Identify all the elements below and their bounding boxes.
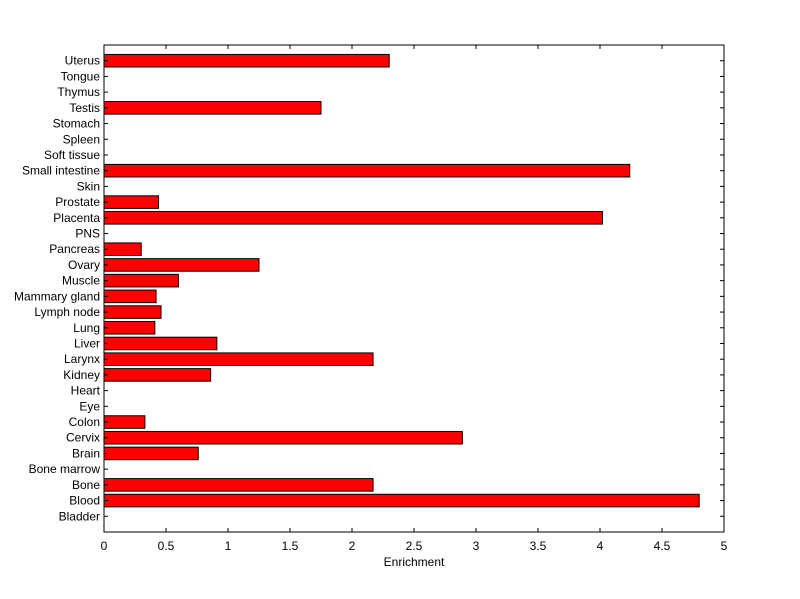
plot-area-frame [103, 44, 725, 533]
x-tick-label: 0.5 [158, 539, 175, 553]
y-tick-label: Blood [69, 494, 100, 508]
bar [103, 368, 212, 382]
x-axis-ticks: 0 0.5 1 1.5 2 2.5 3 3.5 4 4.5 5 [101, 45, 728, 553]
y-tick-label: Muscle [62, 274, 100, 288]
y-tick-label: Heart [71, 384, 101, 398]
y-tick-label: Small intestine [22, 164, 100, 178]
bar [103, 195, 160, 209]
x-tick-label: 5 [721, 539, 728, 553]
y-tick-label: Bone marrow [29, 462, 101, 476]
bar [103, 242, 142, 257]
y-tick-label: PNS [75, 227, 100, 241]
y-tick-label: Stomach [53, 117, 100, 131]
y-tick-label: Larynx [64, 352, 100, 366]
bar [103, 352, 374, 366]
y-tick-label: Thymus [57, 85, 100, 99]
x-tick-label: 3.5 [530, 539, 547, 553]
bar [103, 53, 390, 68]
bar [103, 289, 157, 304]
x-tick-label: 3 [473, 539, 480, 553]
bar [103, 446, 199, 461]
x-axis-label: Enrichment [384, 555, 445, 569]
y-tick-label: Liver [74, 336, 100, 350]
bar [103, 430, 463, 445]
y-tick-label: Uterus [65, 54, 100, 68]
x-tick-label: 4 [597, 539, 604, 553]
y-tick-label: Prostate [55, 195, 100, 209]
bar [103, 415, 146, 429]
bar [103, 163, 631, 178]
x-tick-label: 0 [101, 539, 108, 553]
bar [103, 493, 700, 508]
y-tick-label: Placenta [53, 211, 100, 225]
x-tick-label: 2 [349, 539, 356, 553]
bar [103, 305, 162, 319]
y-tick-label: Lung [73, 321, 100, 335]
y-tick-label: Colon [69, 415, 100, 429]
y-tick-label: Eye [79, 399, 100, 413]
x-tick-label: 2.5 [406, 539, 423, 553]
y-tick-label: Cervix [66, 431, 100, 445]
y-tick-label: Bladder [59, 509, 100, 523]
x-tick-label: 4.5 [654, 539, 671, 553]
y-tick-label: Pancreas [49, 242, 100, 256]
x-tick-label: 1 [225, 539, 232, 553]
y-tick-label: Ovary [68, 258, 100, 272]
y-tick-label: Mammary gland [14, 289, 100, 303]
y-tick-label: Tongue [61, 69, 101, 83]
bar [103, 336, 218, 351]
y-tick-label: Brain [72, 446, 100, 460]
y-tick-label: Lymph node [34, 305, 100, 319]
y-tick-label: Bone [72, 478, 100, 492]
bar [103, 478, 374, 492]
y-tick-label: Soft tissue [44, 148, 100, 162]
x-tick-label: 1.5 [282, 539, 299, 553]
bar [103, 320, 156, 335]
bar [103, 273, 179, 288]
bar [103, 101, 322, 115]
y-tick-label: Skin [77, 179, 100, 193]
bar [103, 258, 260, 272]
y-tick-label: Spleen [63, 132, 100, 146]
bar [103, 211, 603, 225]
y-tick-label: Testis [69, 101, 100, 115]
y-tick-label: Kidney [63, 368, 100, 382]
